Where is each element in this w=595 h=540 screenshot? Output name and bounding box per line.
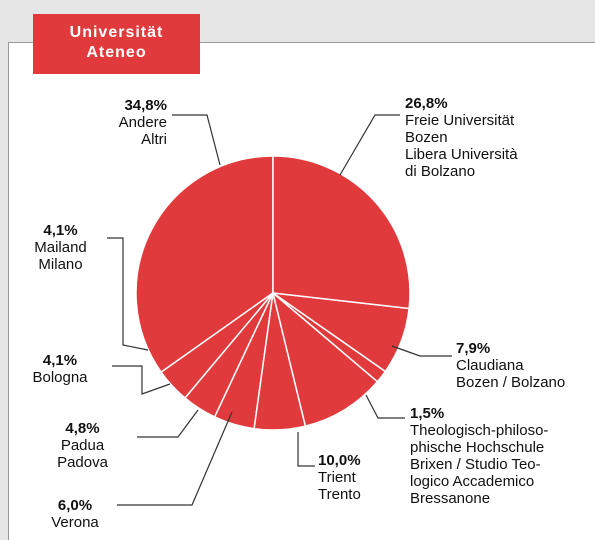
pie-slice	[271, 290, 379, 428]
slice-label: 26,8% Freie Universität Bozen Libera Univ…	[405, 95, 518, 180]
pie-slice	[272, 155, 411, 310]
value-label: 7,9%	[456, 340, 491, 357]
category-label: Mailand Milano	[34, 239, 87, 273]
leader-line	[391, 345, 452, 357]
pie-slice	[135, 155, 274, 374]
value-label: 4,8%	[65, 420, 100, 437]
slice-label: 4,1% Mailand Milano	[18, 222, 103, 273]
value-label: 4,1%	[42, 352, 78, 369]
value-label: 4,1%	[43, 222, 78, 239]
leader-line	[365, 394, 405, 419]
slice-label: 34,8% Andere Altri	[60, 97, 167, 148]
value-label: 34,8%	[124, 97, 167, 114]
category-label: Verona	[51, 514, 99, 531]
value-label: 6,0%	[57, 497, 93, 514]
leader-line	[339, 114, 400, 176]
leader-line	[112, 365, 171, 395]
value-label: 10,0%	[318, 452, 361, 469]
value-label: 26,8%	[405, 95, 448, 112]
slice-label: 4,1% Bologna	[20, 352, 100, 386]
leaders	[107, 114, 452, 506]
slice-label: 6,0% Verona	[40, 497, 110, 531]
category-label: Freie Universität Bozen Libera Universit…	[405, 112, 518, 180]
value-label: 1,5%	[410, 405, 445, 422]
chart-title: Universität Ateneo	[33, 14, 200, 74]
leader-line	[117, 411, 233, 506]
category-label: Theologisch-philoso- phische Hochschule …	[410, 422, 549, 507]
category-label: Trient Trento	[318, 469, 361, 503]
leader-line	[172, 114, 221, 166]
category-label: Padua Padova	[57, 437, 108, 471]
slice-label: 1,5% Theologisch-philoso- phische Hochsch…	[410, 405, 548, 507]
category-label: Bologna	[32, 369, 88, 386]
leader-line	[137, 409, 199, 438]
category-label: Claudiana Bozen / Bolzano	[456, 357, 566, 391]
slice-label: 4,8% Padua Padova	[40, 420, 125, 471]
slice-label: 7,9% Claudiana Bozen / Bolzano	[456, 340, 565, 391]
leader-line	[107, 237, 149, 351]
slice-label: 10,0% Trient Trento	[318, 452, 361, 503]
category-label: Andere Altri	[118, 114, 167, 148]
leader-line	[297, 432, 315, 467]
